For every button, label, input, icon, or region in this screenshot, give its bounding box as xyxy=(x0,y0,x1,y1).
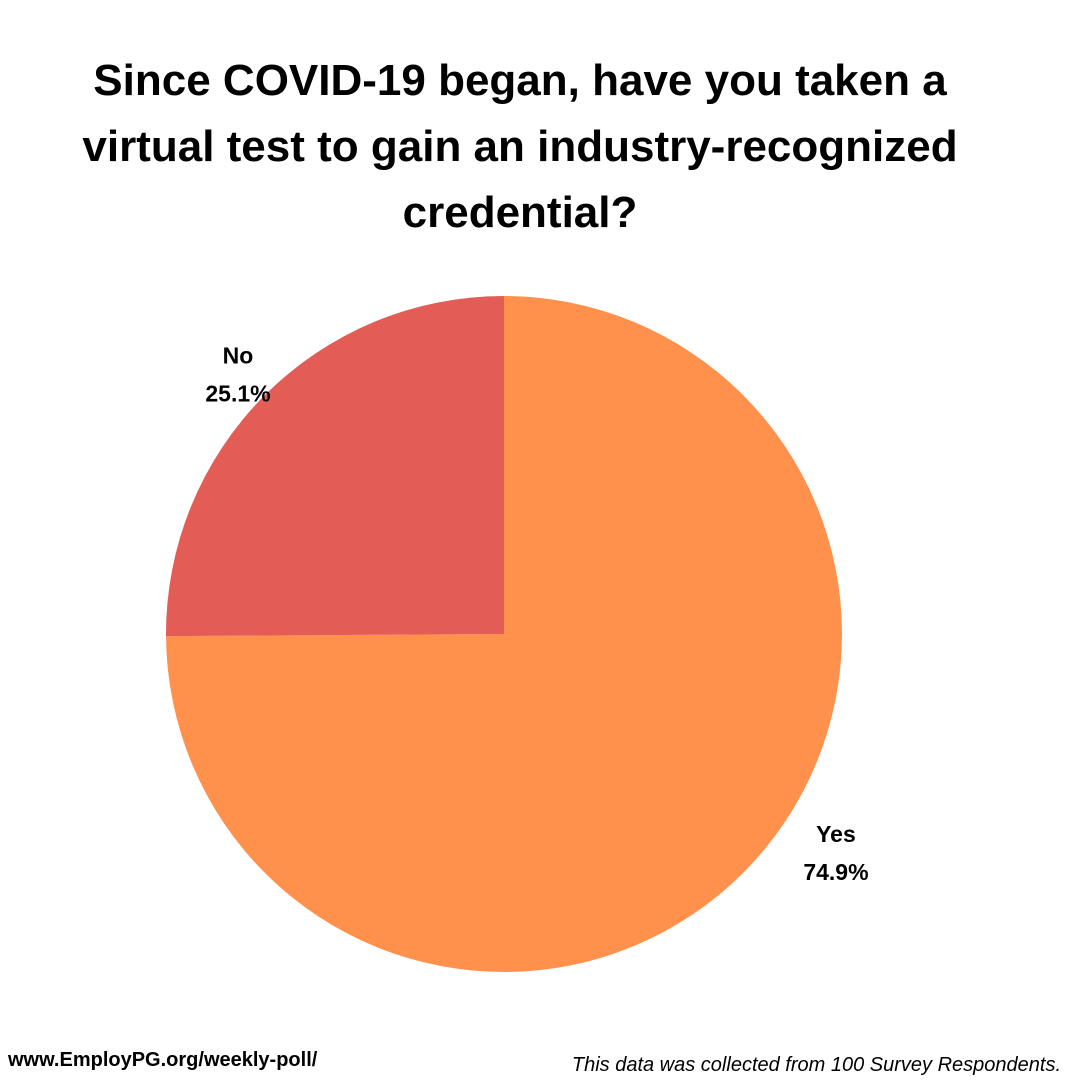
slice-value-yes: 74.9% xyxy=(803,859,868,885)
slice-value-no: 25.1% xyxy=(205,381,270,407)
chart-title: Since COVID-19 began, have you taken a v… xyxy=(82,56,958,237)
pie-slice-no xyxy=(166,296,504,637)
pie-slices xyxy=(166,296,843,972)
slice-label-no: No xyxy=(223,343,254,369)
pie-slice-yes xyxy=(166,296,843,972)
data-note: This data was collected from 100 Survey … xyxy=(571,1054,1061,1076)
source-url[interactable]: www.EmployPG.org/weekly-poll/ xyxy=(8,1049,318,1071)
slice-label-yes: Yes xyxy=(816,821,856,847)
pie-labels: Yes 74.9% No 25.1% xyxy=(205,343,868,885)
